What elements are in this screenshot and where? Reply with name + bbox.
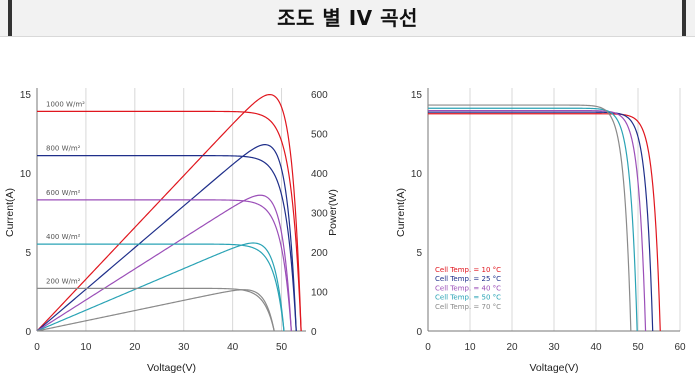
chart1-power-curve-2 bbox=[36, 144, 297, 332]
chart2-y-tick-label: 10 bbox=[411, 169, 423, 180]
chart1-y2-tick-label: 400 bbox=[311, 169, 328, 180]
chart1-iv-curve-5 bbox=[37, 287, 275, 332]
chart1-iv-curve-2 bbox=[37, 155, 297, 332]
chart2-x-tick-label: 60 bbox=[674, 342, 686, 353]
chart2-x-tick-label: 0 bbox=[425, 342, 431, 353]
chart1-x-tick-label: 0 bbox=[34, 342, 40, 353]
chart2-y-tick-label: 5 bbox=[416, 248, 422, 259]
chart1-y2-tick-label: 300 bbox=[311, 209, 328, 220]
chart1-irradiance-label: 600 W/m² bbox=[46, 189, 81, 197]
page-title: 조도 별 IV 곡선 bbox=[277, 6, 418, 30]
chart1-irradiance-label: 200 W/m² bbox=[46, 277, 81, 285]
chart2-y-axis-label: Current(A) bbox=[395, 188, 407, 237]
chart2-x-tick-label: 40 bbox=[590, 342, 602, 353]
chart2-iv-curve-5 bbox=[428, 104, 632, 332]
chart1-power-curve-1 bbox=[36, 93, 302, 332]
chart1-x-tick-label: 10 bbox=[80, 342, 92, 353]
chart2-legend-entry: Cell Temp. = 25 °C bbox=[435, 275, 501, 283]
chart1-y2-tick-label: 200 bbox=[311, 248, 328, 259]
chart1-x-axis-label: Voltage(V) bbox=[147, 362, 196, 374]
chart1-x-tick-label: 20 bbox=[129, 342, 141, 353]
chart1-y-tick-label: 0 bbox=[25, 327, 31, 338]
chart1-y-tick-label: 10 bbox=[20, 169, 32, 180]
chart1-x-tick-label: 30 bbox=[178, 342, 190, 353]
chart1-y2-tick-label: 600 bbox=[311, 90, 328, 101]
banner-left-bar bbox=[8, 0, 12, 36]
chart1-y2-tick-label: 100 bbox=[311, 288, 328, 299]
chart1-irradiance-label: 400 W/m² bbox=[46, 233, 81, 241]
chart2-legend-entry: Cell Temp. = 10 °C bbox=[435, 266, 501, 274]
chart1-iv-curve-4 bbox=[37, 243, 285, 332]
chart1-iv-curve-3 bbox=[37, 199, 292, 332]
chart2-legend-entry: Cell Temp. = 70 °C bbox=[435, 303, 501, 311]
chart1-iv-curve-1 bbox=[37, 110, 302, 332]
chart2-legend-entry: Cell Temp. = 40 °C bbox=[435, 284, 501, 292]
chart1-power-curve-3 bbox=[36, 194, 292, 332]
chart2-y-tick-label: 15 bbox=[411, 90, 423, 101]
chart1-irradiance-label: 800 W/m² bbox=[46, 145, 81, 153]
chart2-iv-curve-4 bbox=[428, 107, 638, 332]
chart1-y2-tick-label: 500 bbox=[311, 130, 328, 141]
chart1-y-axis-label: Current(A) bbox=[4, 188, 16, 237]
chart2-x-tick-label: 50 bbox=[632, 342, 644, 353]
chart2-x-tick-label: 30 bbox=[548, 342, 560, 353]
chart1-irradiance-label: 1000 W/m² bbox=[46, 100, 85, 108]
chart2-x-tick-label: 10 bbox=[464, 342, 476, 353]
chart1-y-tick-label: 15 bbox=[20, 90, 32, 101]
banner-right-bar bbox=[682, 0, 686, 36]
chart2-x-tick-label: 20 bbox=[506, 342, 518, 353]
chart1-y2-tick-label: 0 bbox=[311, 327, 317, 338]
title-banner: 조도 별 IV 곡선 bbox=[0, 0, 695, 37]
chart1-power-curve-4 bbox=[36, 242, 285, 332]
chart1-y2-axis-label: Power(W) bbox=[327, 189, 339, 236]
chart1-y-tick-label: 5 bbox=[25, 248, 31, 259]
chart2-legend-entry: Cell Temp. = 50 °C bbox=[435, 294, 501, 302]
chart1-power-curve-5 bbox=[36, 289, 275, 332]
chart2-x-axis-label: Voltage(V) bbox=[529, 362, 578, 374]
chart1-x-tick-label: 50 bbox=[276, 342, 288, 353]
chart2-y-tick-label: 0 bbox=[416, 327, 422, 338]
chart1-x-tick-label: 40 bbox=[227, 342, 239, 353]
